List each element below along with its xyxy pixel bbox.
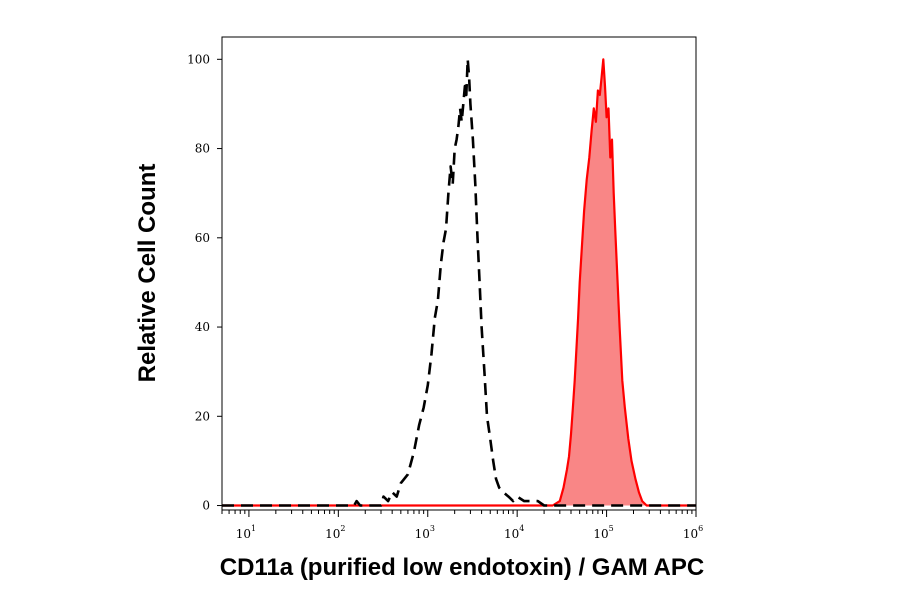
series-1-area (222, 59, 696, 506)
series-0-line (222, 58, 696, 507)
y-tick-label-20: 20 (195, 409, 210, 423)
x-tick-label-10000: 104 (504, 524, 524, 541)
x-tick-label-100: 102 (325, 524, 345, 541)
x-tick-label-100000: 105 (593, 524, 613, 541)
axes-layer: 0 20 40 60 80 100 101 102 103 104 105 106 (187, 52, 703, 541)
x-tick-label-1000000: 106 (683, 524, 703, 541)
y-tick-label-60: 60 (195, 231, 210, 245)
x-tick-label-1000: 103 (415, 524, 435, 541)
series-layer (222, 58, 696, 507)
y-tick-label-40: 40 (195, 320, 210, 334)
x-tick-label-10: 101 (236, 524, 256, 541)
x-axis-title: CD11a (purified low endotoxin) / GAM APC (220, 554, 704, 581)
y-tick-label-100: 100 (187, 52, 210, 66)
y-tick-label-0: 0 (202, 499, 210, 513)
series-1-line (222, 58, 696, 507)
y-axis-title: Relative Cell Count (134, 164, 161, 383)
y-tick-label-80: 80 (195, 142, 210, 156)
